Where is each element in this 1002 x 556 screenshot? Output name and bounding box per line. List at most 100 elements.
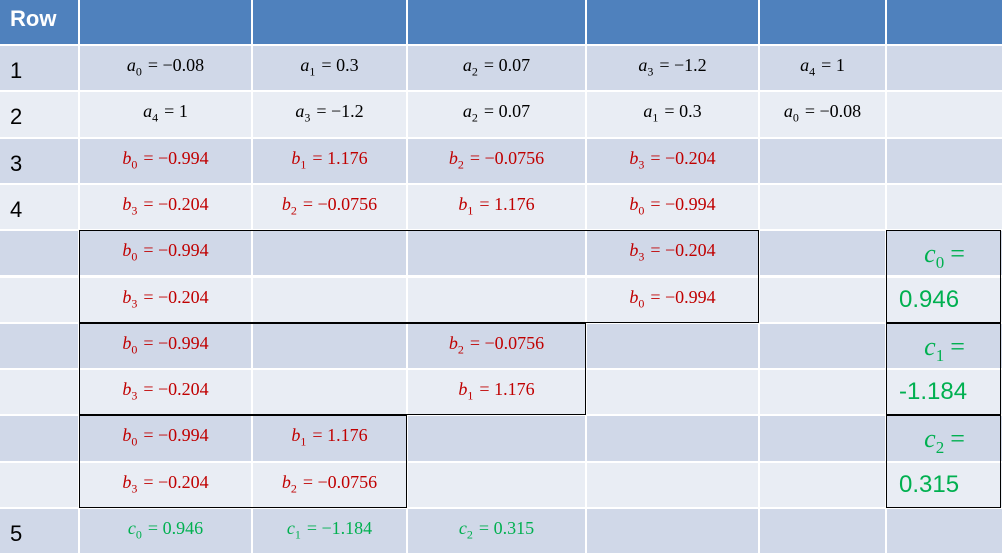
subscript: 2 <box>457 342 464 357</box>
subscript: 2 <box>290 481 297 496</box>
cell: b2 = −0.0756 <box>253 184 406 230</box>
value: = −0.994 <box>650 193 716 214</box>
variable: c <box>127 518 136 538</box>
cell <box>760 509 885 554</box>
value: = 0.07 <box>483 55 531 75</box>
variable: a <box>643 101 653 122</box>
subscript: 2 <box>457 157 464 172</box>
variable: b <box>122 471 132 492</box>
cell <box>887 184 1002 230</box>
cell <box>253 277 406 322</box>
value: = −0.204 <box>650 147 716 168</box>
row-label <box>0 277 78 322</box>
cell <box>760 231 885 276</box>
variable: b <box>122 147 132 168</box>
cell: a4 = 1 <box>760 46 885 91</box>
variable: b <box>629 193 639 214</box>
row-label <box>0 416 78 461</box>
subscript: 0 <box>638 203 645 218</box>
value: = −0.08 <box>147 55 205 75</box>
variable: b <box>122 379 132 400</box>
header-cell <box>760 0 885 44</box>
cell <box>587 416 758 461</box>
subscript: 2 <box>466 527 473 542</box>
cell <box>760 416 885 461</box>
value: = −0.994 <box>143 240 209 261</box>
cell <box>253 323 406 369</box>
variable: b <box>629 147 639 168</box>
subscript: 3 <box>304 110 311 125</box>
subscript: 1 <box>300 434 307 449</box>
subscript: 0 <box>131 157 138 172</box>
value: = −0.0756 <box>302 193 378 214</box>
cell: b1 = 1.176 <box>408 370 585 415</box>
subscript: 2 <box>290 203 297 218</box>
cell: b3 = −0.204 <box>80 277 251 322</box>
subscript: 3 <box>638 249 645 264</box>
row-label: 2 <box>0 92 78 137</box>
subscript: 1 <box>467 388 474 403</box>
value: = −0.204 <box>650 240 716 261</box>
cell: c0 = <box>887 231 1002 276</box>
variable: a <box>300 55 310 75</box>
value: = 0.07 <box>483 101 531 122</box>
cell <box>760 277 885 322</box>
value: = 1.176 <box>479 379 535 400</box>
subscript: 2 <box>471 64 478 79</box>
cell <box>408 277 585 322</box>
subscript: 3 <box>647 64 654 79</box>
subscript: 3 <box>131 388 138 403</box>
header-cell <box>408 0 585 44</box>
cell <box>587 462 758 507</box>
value: = −0.994 <box>650 286 716 307</box>
cell: b0 = −0.994 <box>587 184 758 230</box>
cell: b1 = 1.176 <box>253 138 406 183</box>
subscript: 1 <box>309 64 316 79</box>
subscript: 0 <box>935 253 945 273</box>
variable: b <box>122 240 132 261</box>
variable: c <box>924 331 936 361</box>
cell <box>887 138 1002 183</box>
row-label: 4 <box>0 184 78 230</box>
variable: b <box>448 147 458 168</box>
cell: b0 = −0.994 <box>80 231 251 276</box>
group-box <box>886 322 1001 416</box>
cell <box>253 370 406 415</box>
variable: a <box>295 101 305 122</box>
cell: a0 = −0.08 <box>760 92 885 137</box>
value: = 1 <box>821 55 845 75</box>
subscript: 3 <box>131 296 138 311</box>
cell: b3 = −0.204 <box>587 138 758 183</box>
value: = −0.0756 <box>469 147 545 168</box>
value: = 1 <box>164 101 188 122</box>
cell <box>587 370 758 415</box>
cell <box>253 231 406 276</box>
subscript: 0 <box>792 110 799 125</box>
subscript: 3 <box>131 203 138 218</box>
cell: b3 = −0.204 <box>80 370 251 415</box>
variable: c <box>286 518 295 538</box>
cell: c2 = <box>887 416 1002 461</box>
group-box <box>79 322 586 416</box>
value: = −0.08 <box>804 101 862 122</box>
cell <box>760 138 885 183</box>
subscript: 1 <box>294 527 301 542</box>
cell: c2 = 0.315 <box>408 509 585 554</box>
subscript: 0 <box>131 249 138 264</box>
variable: c <box>924 239 936 269</box>
cell: a3 = −1.2 <box>253 92 406 137</box>
subscript: 0 <box>135 527 142 542</box>
cell: b1 = 1.176 <box>408 184 585 230</box>
variable: a <box>462 101 472 122</box>
header-cell <box>887 0 1002 44</box>
subscript: 0 <box>131 342 138 357</box>
variable: b <box>291 425 301 446</box>
row-label <box>0 231 78 276</box>
cell: b3 = −0.204 <box>587 231 758 276</box>
subscript: 4 <box>809 64 816 79</box>
subscript: 1 <box>652 110 659 125</box>
value: = 0.3 <box>321 55 359 75</box>
cell: b3 = −0.204 <box>80 184 251 230</box>
value: = <box>950 239 965 269</box>
